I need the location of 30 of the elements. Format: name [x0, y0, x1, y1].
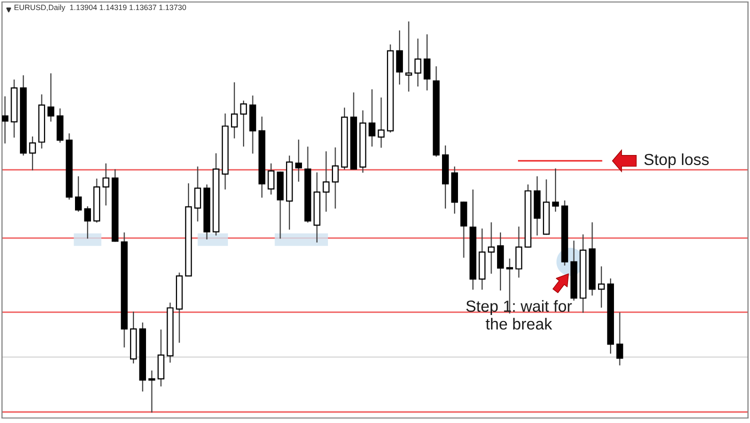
- candlestick: [148, 370, 156, 413]
- candlestick: [396, 30, 403, 85]
- candlestick: [240, 100, 247, 147]
- candlestick: [194, 166, 202, 222]
- candlestick: [405, 21, 412, 92]
- candlestick: [368, 89, 376, 147]
- candlestick: [102, 163, 110, 206]
- candlestick: [74, 176, 82, 212]
- candlestick: [268, 163, 274, 195]
- candlestick: [506, 258, 514, 314]
- candlestick: [497, 232, 504, 290]
- candlestick: [84, 206, 91, 239]
- text: Stop loss: [644, 153, 709, 168]
- candlestick: [2, 96, 8, 144]
- candlestick: [29, 136, 36, 170]
- candlestick: [515, 226, 522, 278]
- candlestick: [230, 82, 238, 138]
- candlestick: [295, 140, 302, 182]
- candlestick: [616, 312, 624, 366]
- candlestick: [552, 168, 559, 212]
- candlestick: [378, 97, 385, 148]
- candlestick: [322, 151, 330, 212]
- candlestick: [414, 38, 422, 87]
- candlestick: [598, 266, 605, 308]
- candlestick: [460, 202, 468, 258]
- candlestick: [424, 34, 430, 90]
- candlestick: [332, 147, 339, 209]
- candlestick: [158, 330, 164, 386]
- candlestick: [47, 73, 54, 122]
- candlestick: [488, 222, 495, 274]
